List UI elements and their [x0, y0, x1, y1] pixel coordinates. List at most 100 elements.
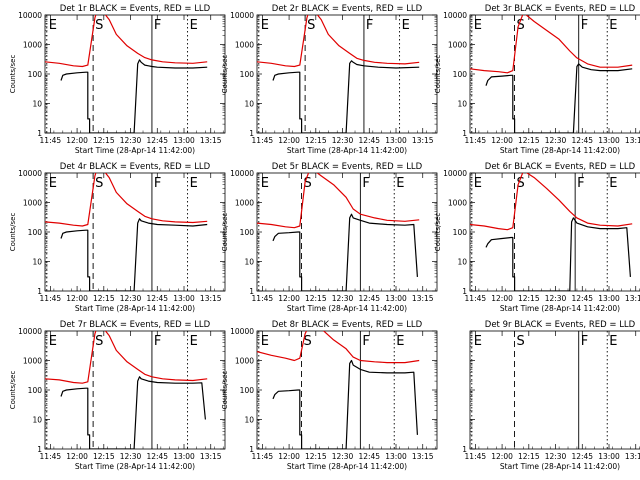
y-tick-label: 1000: [23, 41, 42, 50]
marker-label: F: [581, 334, 588, 349]
x-tick-label: 13:00: [173, 452, 195, 461]
marker-label: S: [304, 176, 312, 191]
panel-9: Det 9r BLACK = Events, RED = LLD 111:45 12…: [462, 320, 640, 471]
panel-title: Det 1r BLACK = Events, RED = LLD: [60, 4, 211, 14]
x-tick-label: 11:45: [465, 452, 487, 461]
x-axis-label: Start Time (28-Apr-14 11:42:00): [287, 304, 407, 313]
x-tick-label: 12:15: [305, 294, 327, 303]
y-tick-label: 10: [244, 100, 254, 109]
events-series-line: [272, 213, 418, 291]
y-axis-label: Counts/sec: [9, 55, 17, 94]
x-tick-label: 13:15: [200, 136, 222, 145]
marker-label: S: [95, 176, 103, 191]
panel-title: Det 3r BLACK = Events, RED = LLD: [485, 4, 636, 14]
series-group: [257, 173, 420, 291]
y-axis-label: Counts/sec: [221, 371, 229, 410]
y-tick-label: 100: [453, 228, 468, 237]
y-tick-label: 10: [32, 100, 42, 109]
series-group: [45, 173, 208, 291]
y-tick-label: 100: [28, 386, 43, 395]
x-tick-label: 12:45: [358, 294, 380, 303]
marker-label: F: [154, 176, 161, 191]
x-tick-label: 13:00: [385, 452, 407, 461]
y-tick-label: 1000: [23, 357, 42, 366]
marker-label: E: [609, 176, 617, 191]
x-tick-label: 12:30: [332, 452, 354, 461]
series-group: [257, 15, 420, 133]
marker-label: E: [402, 18, 410, 33]
marker-label: E: [261, 176, 269, 191]
y-tick-label: 100: [240, 386, 255, 395]
marker-label: S: [517, 334, 525, 349]
x-tick-label: 13:00: [598, 136, 620, 145]
y-axis-label: Counts/sec: [9, 213, 17, 252]
panel-8: Det 8r BLACK = Events, RED = LLD 1 10 100 10…: [221, 320, 438, 471]
x-axis-label: Start Time (28-Apr-14 11:42:00): [287, 462, 407, 471]
x-tick-label: 12:30: [120, 136, 142, 145]
marker-label: E: [474, 18, 482, 33]
y-tick-label: 1000: [23, 199, 42, 208]
x-tick-label: 13:00: [598, 294, 620, 303]
marker-label: F: [154, 334, 161, 349]
x-tick-label: 12:00: [491, 136, 513, 145]
x-tick-label: 12:45: [146, 136, 168, 145]
y-axis-label: Counts/sec: [221, 55, 229, 94]
y-tick-label: 10: [32, 416, 42, 425]
x-tick-label: 13:15: [200, 294, 222, 303]
y-tick-label: 10: [244, 416, 254, 425]
marker-label: S: [304, 334, 312, 349]
y-tick-label: 10000: [18, 327, 42, 336]
y-axis-label: Counts/sec: [221, 213, 229, 252]
lld-series-line: [45, 173, 208, 227]
marker-label: F: [581, 18, 588, 33]
x-tick-label: 13:15: [412, 452, 434, 461]
panel-6: Det 6r BLACK = Events, RED = LLD 1 10 100 10…: [434, 162, 640, 313]
y-tick-label: 10000: [443, 169, 467, 178]
x-tick-label: 12:15: [93, 294, 115, 303]
x-tick-label: 12:15: [518, 136, 540, 145]
x-tick-label: 13:00: [173, 294, 195, 303]
series-group: [257, 331, 420, 449]
y-tick-label: 10: [244, 258, 254, 267]
x-tick-label: 11:45: [40, 452, 62, 461]
y-tick-label: 1000: [235, 357, 254, 366]
marker-label: F: [366, 18, 373, 33]
x-tick-label: 12:15: [305, 452, 327, 461]
y-tick-label: 10000: [443, 11, 467, 20]
x-tick-label: 13:15: [412, 294, 434, 303]
y-tick-label: 1: [462, 287, 467, 296]
y-tick-label: 10: [457, 258, 467, 267]
marker-label: E: [261, 18, 269, 33]
panel-title: Det 2r BLACK = Events, RED = LLD: [272, 4, 423, 14]
x-tick-label: 11:45: [252, 136, 274, 145]
y-tick-label: 100: [453, 70, 468, 79]
x-tick-label: 11:45: [465, 294, 487, 303]
x-axis-label: Start Time (28-Apr-14 11:42:00): [75, 146, 195, 155]
lld-series-line: [45, 15, 208, 68]
x-tick-label: 12:45: [146, 294, 168, 303]
events-series-line: [485, 217, 631, 291]
x-axis-label: Start Time (28-Apr-14 11:42:00): [75, 462, 195, 471]
lld-series-line: [257, 331, 420, 364]
x-tick-label: 11:45: [40, 136, 62, 145]
x-tick-label: 12:15: [305, 136, 327, 145]
y-tick-label: 1: [249, 287, 254, 296]
y-tick-label: 100: [28, 70, 43, 79]
y-tick-label: 1000: [448, 199, 467, 208]
marker-label: E: [49, 176, 57, 191]
y-tick-label: 1000: [235, 41, 254, 50]
panel-title: Det 7r BLACK = Events, RED = LLD: [60, 320, 211, 330]
marker-label: E: [474, 334, 482, 349]
series-group: [470, 173, 633, 291]
x-tick-label: 12:45: [358, 136, 380, 145]
x-tick-label: 12:00: [278, 294, 300, 303]
marker-label: F: [154, 18, 161, 33]
marker-label: E: [190, 18, 198, 33]
marker-label: F: [577, 176, 584, 191]
x-tick-label: 12:30: [332, 136, 354, 145]
y-axis-label: Counts/sec: [434, 213, 442, 252]
panel-7: Det 7r BLACK = Events, RED = LLD 1 10 100 10…: [9, 320, 226, 471]
panel-3: Det 3r BLACK = Events, RED = LLD 1 10 100 10…: [434, 4, 640, 155]
x-tick-label: 12:15: [93, 452, 115, 461]
x-tick-label: 12:00: [491, 294, 513, 303]
